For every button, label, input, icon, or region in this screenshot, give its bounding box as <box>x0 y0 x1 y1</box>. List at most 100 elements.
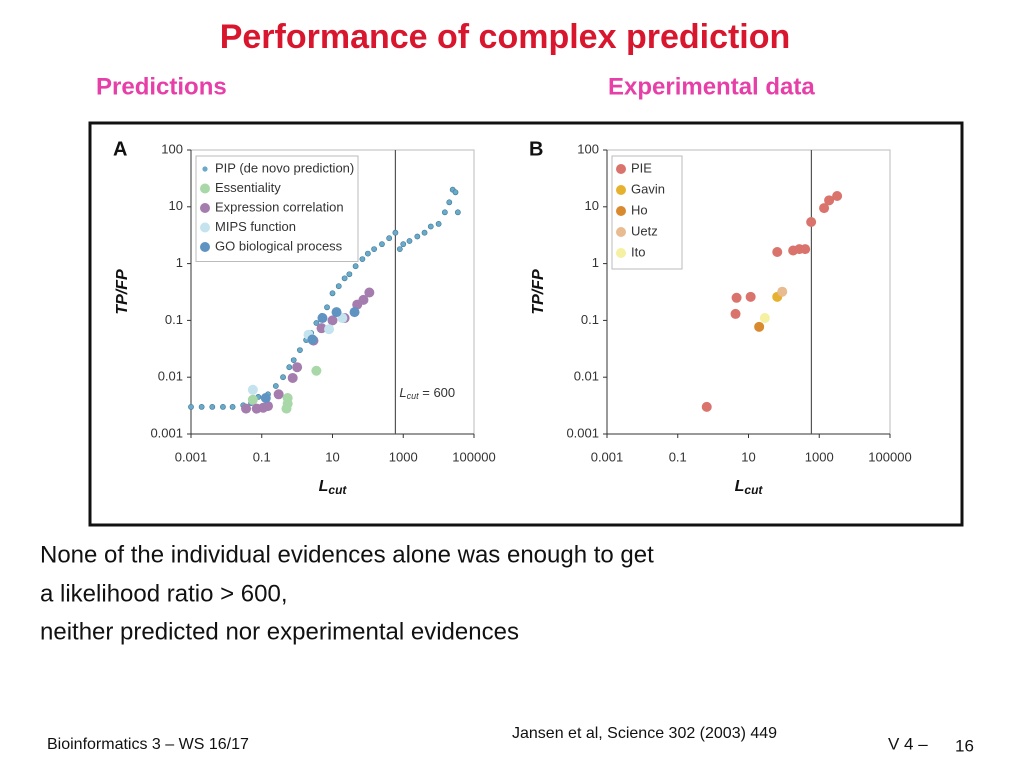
legend-label: Ito <box>631 244 645 259</box>
data-point <box>421 229 428 236</box>
legend-marker <box>616 206 626 216</box>
legend-marker <box>616 227 626 237</box>
data-point <box>731 292 742 303</box>
data-point <box>371 246 378 253</box>
data-point <box>396 246 403 253</box>
data-point <box>400 241 407 248</box>
data-point <box>832 190 843 201</box>
data-point <box>247 384 258 395</box>
x-label-main: L <box>735 478 745 495</box>
data-point <box>260 393 271 404</box>
x-tick-label: 10 <box>741 449 755 464</box>
legend-label: Expression correlation <box>215 199 344 214</box>
x-tick-label: 0.001 <box>591 449 624 464</box>
footer-course: Bioinformatics 3 – WS 16/17 <box>47 736 249 753</box>
data-point <box>331 307 342 318</box>
x-tick-label: 0.001 <box>175 449 208 464</box>
legend-marker <box>616 185 626 195</box>
y-tick-label: 1 <box>176 255 183 270</box>
data-point <box>292 362 303 373</box>
data-point <box>819 203 830 214</box>
data-point <box>386 235 393 242</box>
data-point <box>281 403 292 414</box>
x-tick-label: 100000 <box>452 449 495 464</box>
data-point <box>777 286 788 297</box>
x-label-sub: cut <box>744 483 763 497</box>
data-point <box>441 209 448 216</box>
legend-label: MIPS function <box>215 219 296 234</box>
legend-marker <box>200 183 210 194</box>
data-point <box>754 321 765 332</box>
data-point <box>772 247 783 258</box>
data-point <box>454 209 461 216</box>
x-label-sub: cut <box>328 483 347 497</box>
data-point <box>297 347 303 353</box>
data-point <box>209 403 216 410</box>
panel-letter: A <box>113 138 127 160</box>
x-tick-label: 0.1 <box>669 449 687 464</box>
legend-label: Ho <box>631 202 648 217</box>
annotation-sub: cut <box>407 391 420 401</box>
data-point <box>392 229 399 236</box>
data-point <box>287 372 298 383</box>
data-point <box>446 199 453 206</box>
x-axis-label: Lcut <box>735 478 764 497</box>
data-point <box>800 244 811 255</box>
left-heading: Predictions <box>96 73 227 100</box>
data-point <box>349 307 360 318</box>
data-point <box>313 320 320 326</box>
data-point <box>272 383 279 389</box>
data-point <box>359 256 366 263</box>
data-point <box>329 290 336 297</box>
data-point <box>335 283 342 290</box>
data-point <box>324 304 330 311</box>
y-tick-label: 0.1 <box>165 312 183 327</box>
data-point <box>290 357 297 364</box>
y-tick-label: 0.1 <box>581 312 599 327</box>
x-tick-label: 1000 <box>805 449 834 464</box>
data-point <box>307 334 318 345</box>
legend-label: Essentiality <box>215 180 281 195</box>
data-point <box>364 250 371 257</box>
data-point <box>806 217 817 228</box>
data-point <box>317 313 328 324</box>
data-point <box>346 271 353 278</box>
y-tick-label: 1 <box>592 255 599 270</box>
legend-label: PIE <box>631 160 652 175</box>
data-point <box>247 394 258 405</box>
data-point <box>324 324 335 335</box>
annotation-main: L <box>399 385 406 400</box>
data-point <box>379 241 385 248</box>
data-point <box>759 313 770 324</box>
x-axis-label: Lcut <box>319 478 348 497</box>
data-point <box>262 401 273 412</box>
y-tick-label: 10 <box>585 198 599 213</box>
footer-lecture: V 4 – <box>888 734 928 753</box>
y-tick-label: 0.01 <box>158 369 183 384</box>
data-point <box>316 323 327 334</box>
y-tick-label: 0.01 <box>574 369 599 384</box>
legend-marker <box>200 203 210 213</box>
legend-label: Gavin <box>631 181 665 196</box>
legend-marker <box>200 242 210 252</box>
y-tick-label: 10 <box>169 198 183 213</box>
data-point <box>229 403 236 410</box>
annotation-rest: = 600 <box>419 385 456 400</box>
x-tick-label: 0.1 <box>253 449 271 464</box>
legend-box <box>195 155 359 262</box>
legend-label: Uetz <box>631 223 658 238</box>
data-point <box>273 389 284 400</box>
data-point <box>824 195 835 206</box>
data-point <box>452 189 459 196</box>
data-point <box>327 315 338 326</box>
footer-page: 16 <box>955 736 974 755</box>
x-tick-label: 1000 <box>389 449 418 464</box>
data-point <box>352 263 359 270</box>
footer-reference: Jansen et al, Science 302 (2003) 449 <box>512 725 777 742</box>
body-line: neither predicted nor experimental evide… <box>40 618 519 645</box>
data-point <box>358 294 369 305</box>
data-point <box>280 374 286 381</box>
cutoff-annotation: Lcut = 600 <box>399 385 455 401</box>
